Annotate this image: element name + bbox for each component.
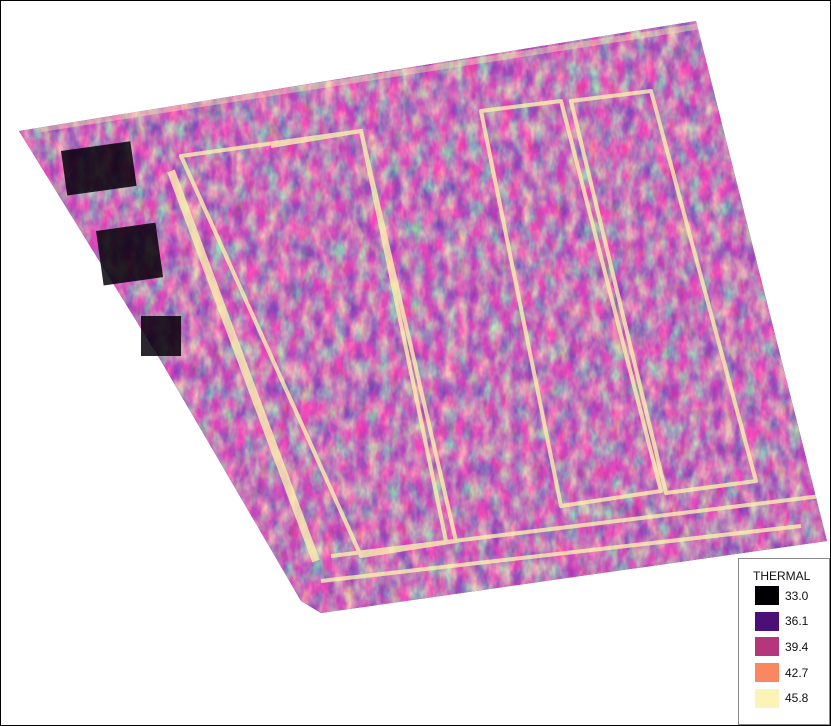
legend-label: 39.4 — [785, 640, 808, 654]
legend-swatch — [755, 689, 779, 708]
map-view: THERMAL 33.0 36.1 39.4 42.7 45.8 — [0, 0, 831, 726]
thermal-map — [1, 1, 830, 725]
legend-label: 45.8 — [785, 691, 808, 705]
legend: THERMAL 33.0 36.1 39.4 42.7 45.8 — [738, 558, 830, 725]
legend-label: 33.0 — [785, 589, 808, 603]
legend-item: 33.0 — [755, 583, 829, 609]
legend-title: THERMAL — [753, 569, 829, 583]
legend-item: 36.1 — [755, 609, 829, 635]
legend-label: 36.1 — [785, 614, 808, 628]
legend-swatch — [755, 663, 779, 682]
legend-swatch — [755, 612, 779, 631]
legend-item: 39.4 — [755, 634, 829, 660]
legend-items: 33.0 36.1 39.4 42.7 45.8 — [739, 583, 829, 711]
legend-item: 45.8 — [755, 685, 829, 711]
legend-item: 42.7 — [755, 660, 829, 686]
legend-label: 42.7 — [785, 666, 808, 680]
legend-swatch — [755, 637, 779, 656]
legend-swatch — [755, 586, 779, 605]
